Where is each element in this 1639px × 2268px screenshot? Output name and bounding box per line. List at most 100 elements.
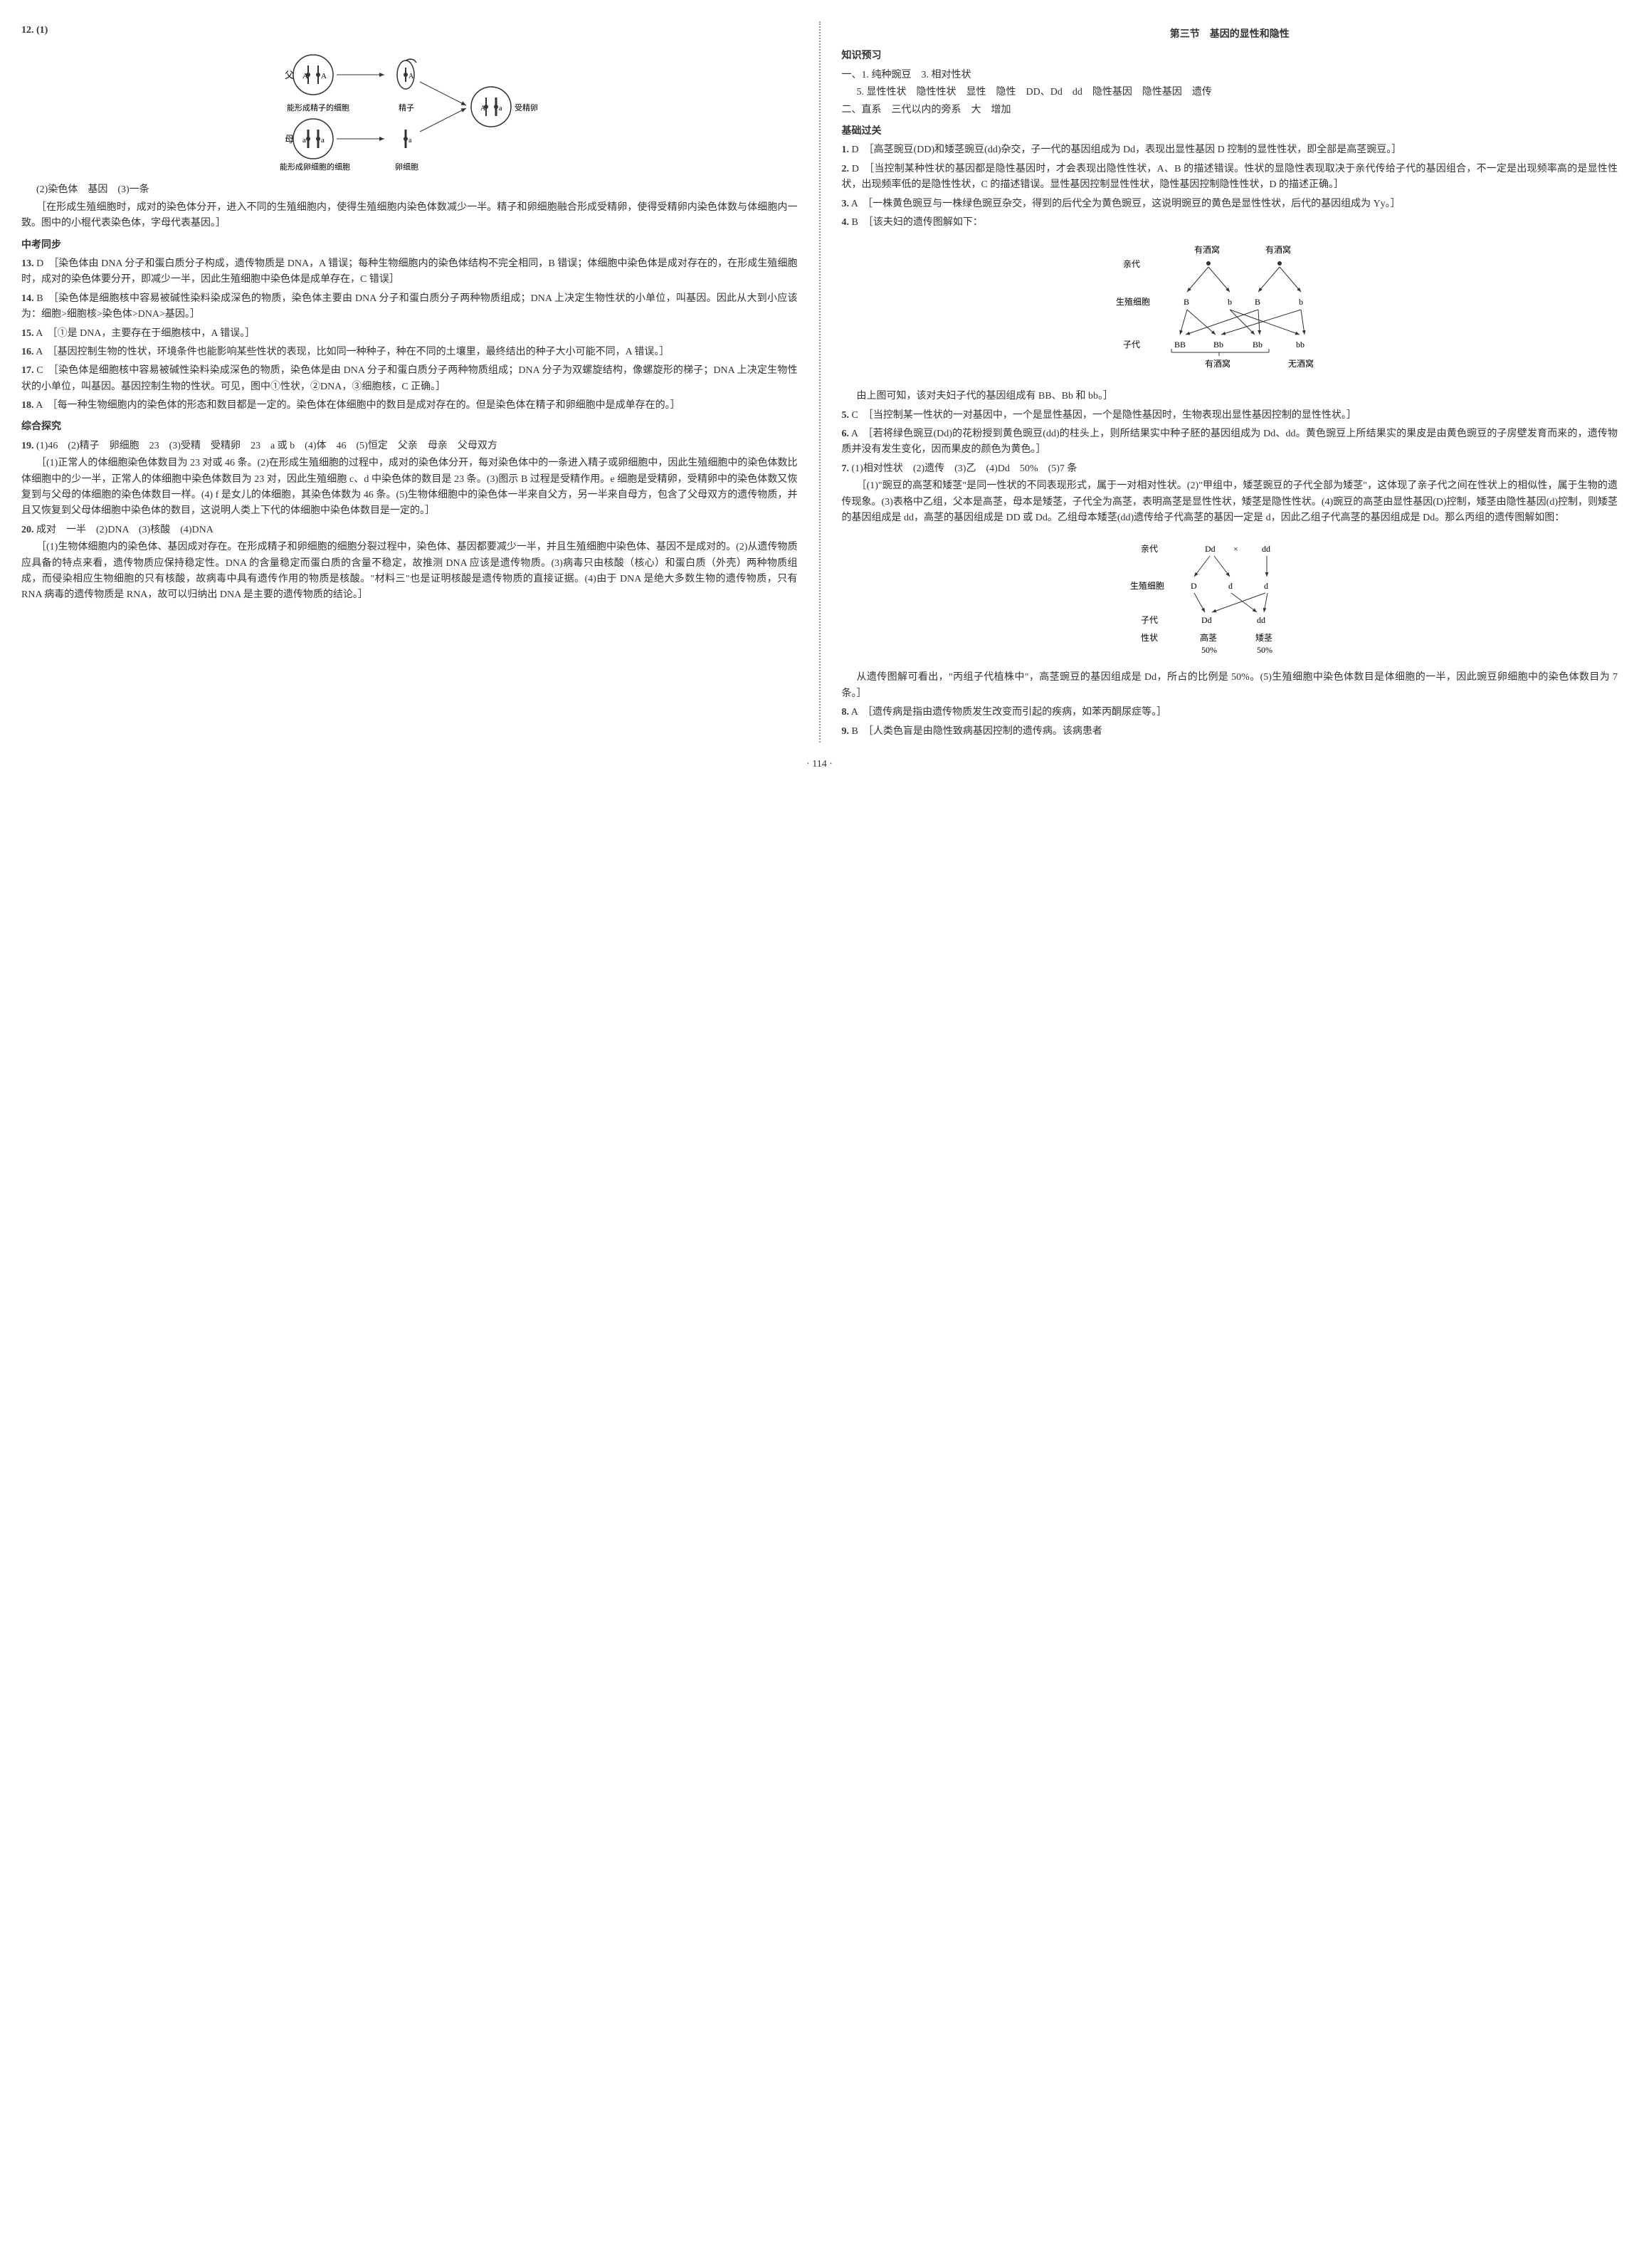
o-Bb1: Bb	[1213, 340, 1223, 350]
q13-num: 13.	[21, 258, 34, 269]
rq7-num: 7.	[842, 463, 850, 474]
q14: 14. B ［染色体是细胞核中容易被碱性染料染成深色的物质，染色体主要由 DNA…	[21, 291, 798, 323]
a-zygote: a	[499, 105, 502, 112]
q16-num: 16.	[21, 347, 34, 357]
rq5-num: 5.	[842, 410, 850, 421]
rq7: 7. (1)相对性状 (2)遗传 (3)乙 (4)Dd 50% (5)7 条 ［…	[842, 461, 1618, 702]
a-label: a	[302, 136, 306, 145]
left-column: 12. (1) A A 父 能形成精子的细胞	[21, 21, 798, 742]
A-sperm: A	[409, 73, 414, 80]
o-dd: dd	[1257, 615, 1265, 625]
q12-num: 12. (1)	[21, 25, 48, 36]
g-B2: B	[1255, 297, 1260, 307]
rq4: 4. B ［该夫妇的遗传图解如下： 有酒窝 有酒窝 亲代 生殖细胞 B b B	[842, 215, 1618, 405]
a-label2: a	[321, 136, 325, 145]
rq8: 8. A ［遗传病是指由遗传物质发生改变而引起的疾病，如苯丙酮尿症等。］	[842, 705, 1618, 720]
q15-num: 15.	[21, 328, 34, 339]
q18: 18. A ［每一种生物细胞内的染色体的形态和数目都是一定的。染色体在体细胞中的…	[21, 398, 798, 414]
q20-text1: 成对 一半 (2)DNA (3)核酸 (4)DNA	[36, 525, 214, 535]
q15: 15. A ［①是 DNA，主要存在于细胞核中，A 错误。］	[21, 326, 798, 342]
mother-cell-label: 能形成卵细胞的细胞	[280, 162, 350, 171]
zhongkao-header: 中考同步	[21, 238, 798, 253]
rq6-text: ［若将绿色豌豆(Dd)的花粉授到黄色豌豆(dd)的柱头上，则所结果实中种子胚的基…	[842, 429, 1618, 455]
egg-label: 卵细胞	[395, 162, 418, 171]
father-cell-label: 能形成精子的细胞	[287, 103, 349, 112]
rq8-text: ［遗传病是指由遗传物质发生改变而引起的疾病，如苯丙酮尿症等。］	[868, 707, 1166, 718]
g-B1: B	[1184, 297, 1189, 307]
page-container: 12. (1) A A 父 能形成精子的细胞	[21, 21, 1618, 742]
rq3-text: ［一株黄色豌豆与一株绿色豌豆杂交，得到的后代全为黄色豌豆，这说明豌豆的黄色是显性…	[868, 199, 1401, 209]
q17-text: ［染色体是细胞核中容易被碱性染料染成深色的物质，染色体是由 DNA 分子和蛋白质…	[21, 365, 798, 392]
g-d2: d	[1264, 581, 1268, 591]
rq4-num: 4.	[842, 217, 850, 228]
rq3-num: 3.	[842, 199, 850, 209]
gamete-label: 生殖细胞	[1116, 296, 1150, 307]
rq3: 3. A ［一株黄色豌豆与一株绿色豌豆杂交，得到的后代全为黄色豌豆，这说明豌豆的…	[842, 196, 1618, 212]
rq2-ans: D	[852, 164, 859, 174]
q14-num: 14.	[21, 293, 34, 304]
q12-part2: (2)染色体 基因 (3)一条	[21, 182, 798, 198]
p-Dd: Dd	[1205, 544, 1216, 554]
q13: 13. D ［染色体由 DNA 分子和蛋白质分子构成，遗传物质是 DNA，A 错…	[21, 256, 798, 288]
rq8-num: 8.	[842, 707, 850, 718]
o-Bb2: Bb	[1253, 340, 1263, 350]
rq5: 5. C ［当控制某一性状的一对基因中，一个是显性基因，一个是隐性基因时，生物表…	[842, 408, 1618, 424]
g-D: D	[1191, 581, 1197, 591]
q14-ans: B	[36, 293, 43, 304]
rq9-ans: B	[852, 726, 858, 737]
rq9-num: 9.	[842, 726, 850, 737]
trait-label: 性状	[1141, 633, 1158, 643]
q7-diagram: 亲代 Dd × dd 生殖细胞 D d d 子代 Dd	[842, 532, 1618, 664]
q19-num: 19.	[21, 441, 34, 451]
zygote-label: 受精卵	[515, 103, 538, 112]
r-50-2: 50%	[1257, 645, 1272, 655]
rq7-text1: (1)相对性状 (2)遗传 (3)乙 (4)Dd 50% (5)7 条	[852, 463, 1077, 474]
preview1: 一、1. 纯种豌豆 3. 相对性状	[842, 68, 1618, 83]
q4-diagram: 有酒窝 有酒窝 亲代 生殖细胞 B b B b	[842, 236, 1618, 383]
q20-text2: ［(1)生物体细胞内的染色体、基因成对存在。在形成精子和卵细胞的细胞分裂过程中，…	[21, 540, 798, 604]
right-column: 第三节 基因的显性和隐性 知识预习 一、1. 纯种豌豆 3. 相对性状 5. 显…	[842, 21, 1618, 742]
cross-x: ×	[1233, 544, 1238, 554]
rq2: 2. D ［当控制某种性状的基因都是隐性基因时，才会表现出隐性性状，A、B 的描…	[842, 162, 1618, 194]
rq1-num: 1.	[842, 145, 850, 155]
g-b1: b	[1228, 297, 1232, 307]
q18-ans: A	[36, 400, 42, 411]
q16: 16. A ［基因控制生物的性状，环境条件也能影响某些性状的表现，比如同一种种子…	[21, 345, 798, 360]
rq5-text: ［当控制某一性状的一对基因中，一个是显性基因，一个是隐性基因时，生物表现出显性基…	[868, 410, 1356, 421]
trait-wu: 无酒窝	[1288, 358, 1314, 369]
q16-ans: A	[36, 347, 42, 357]
q20: 20. 成对 一半 (2)DNA (3)核酸 (4)DNA ［(1)生物体细胞内…	[21, 523, 798, 604]
rq7-text3: 从遗传图解可看出，"丙组子代植株中"，高茎豌豆的基因组成是 Dd，所占的比例是 …	[842, 670, 1618, 702]
trait-you: 有酒窝	[1205, 358, 1230, 369]
rq4-text: ［该夫妇的遗传图解如下：	[868, 217, 983, 228]
zonghe-header: 综合探究	[21, 419, 798, 435]
offspring-label: 子代	[1123, 340, 1140, 350]
q15-text: ［①是 DNA，主要存在于细胞核中，A 错误。］	[53, 328, 255, 339]
rq6: 6. A ［若将绿色豌豆(Dd)的花粉授到黄色豌豆(dd)的柱头上，则所结果实中…	[842, 426, 1618, 458]
preview2: 二、直系 三代以内的旁系 大 增加	[842, 103, 1618, 118]
father-label: 父	[285, 70, 294, 80]
q17-ans: C	[36, 365, 43, 376]
q16-text: ［基因控制生物的性状，环境条件也能影响某些性状的表现，比如同一种种子，种在不同的…	[53, 347, 670, 357]
q19: 19. (1)46 (2)精子 卵细胞 23 (3)受精 受精卵 23 a 或 …	[21, 439, 798, 520]
gamete-diagram: A A 父 能形成精子的细胞 A 精子 a	[274, 50, 544, 171]
offspring-label2: 子代	[1141, 615, 1158, 625]
rq1: 1. D ［高茎豌豆(DD)和矮茎豌豆(dd)杂交，子一代的基因组成为 Dd，表…	[842, 142, 1618, 158]
rq4-text2: 由上图可知，该对夫妇子代的基因组成有 BB、Bb 和 bb。］	[842, 389, 1618, 404]
zhishi-header: 知识预习	[842, 48, 1618, 64]
rq5-ans: C	[852, 410, 858, 421]
rq9: 9. B ［人类色盲是由隐性致病基因控制的遗传病。该病患者	[842, 724, 1618, 740]
a-egg: a	[409, 137, 412, 145]
section-title: 第三节 基因的显性和隐性	[842, 27, 1618, 43]
rq1-ans: D	[852, 145, 859, 155]
q13-ans: D	[36, 258, 43, 269]
rq4-ans: B	[852, 217, 858, 228]
q18-text: ［每一种生物细胞内的染色体的形态和数目都是一定的。染色体在体细胞中的数目是成对存…	[53, 400, 680, 411]
q12: 12. (1) A A 父 能形成精子的细胞	[21, 23, 798, 232]
g-d1: d	[1228, 581, 1233, 591]
gamete-label2: 生殖细胞	[1130, 580, 1164, 591]
page-number: · 114 ·	[21, 757, 1618, 772]
q12-explanation: ［在形成生殖细胞时，成对的染色体分开，进入不同的生殖细胞内，使得生殖细胞内染色体…	[21, 200, 798, 232]
p-dd: dd	[1262, 544, 1270, 554]
q19-text1: (1)46 (2)精子 卵细胞 23 (3)受精 受精卵 23 a 或 b (4…	[36, 441, 497, 451]
